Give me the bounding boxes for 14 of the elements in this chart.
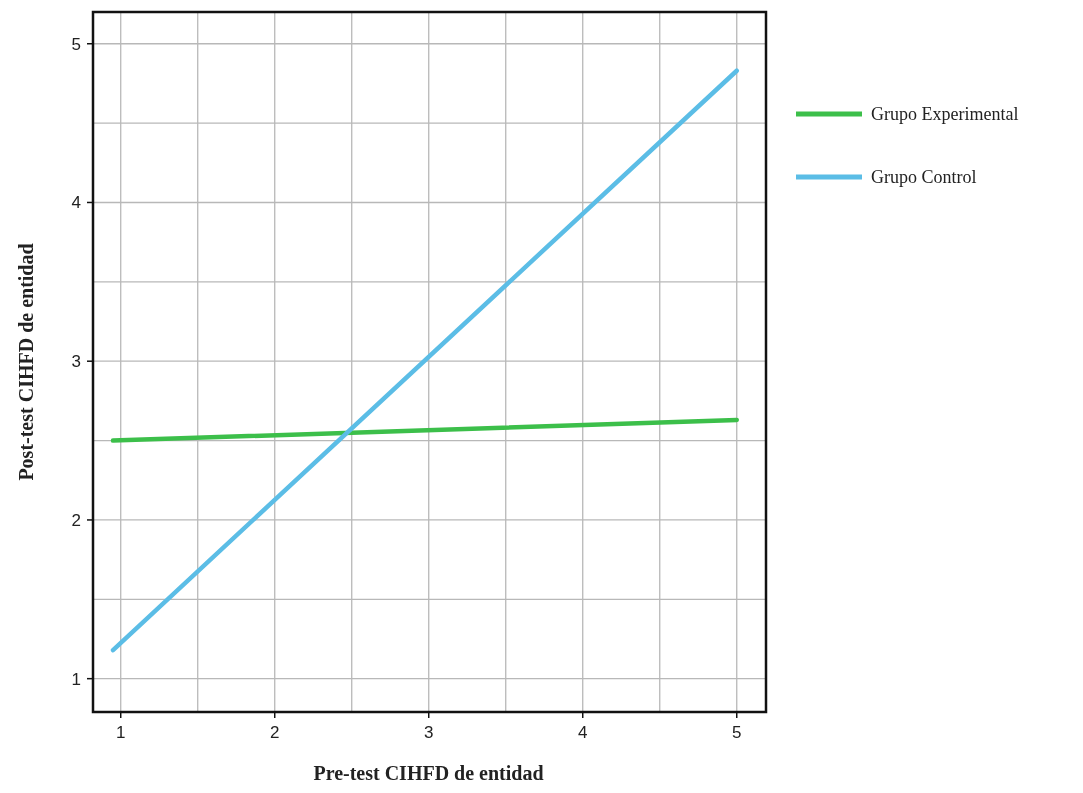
y-tick-label: 2 — [71, 510, 81, 530]
legend-label: Grupo Experimental — [871, 104, 1019, 125]
x-tick-label: 2 — [269, 723, 280, 742]
x-tick-label: 4 — [578, 723, 588, 742]
y-axis-title: Post-test CIHFD de entidad — [15, 243, 37, 481]
x-tick-label: 5 — [732, 723, 742, 742]
y-tick-label: 3 — [71, 352, 81, 372]
y-tick-label: 4 — [71, 193, 81, 213]
x-axis-title: Pre-test CIHFD de entidad — [313, 762, 544, 784]
x-tick-label: 3 — [424, 723, 434, 742]
x-tick-label: 1 — [115, 723, 126, 742]
y-tick-label: 5 — [71, 34, 81, 54]
y-tick-label: 1 — [71, 669, 81, 689]
legend-label: Grupo Control — [871, 167, 977, 188]
